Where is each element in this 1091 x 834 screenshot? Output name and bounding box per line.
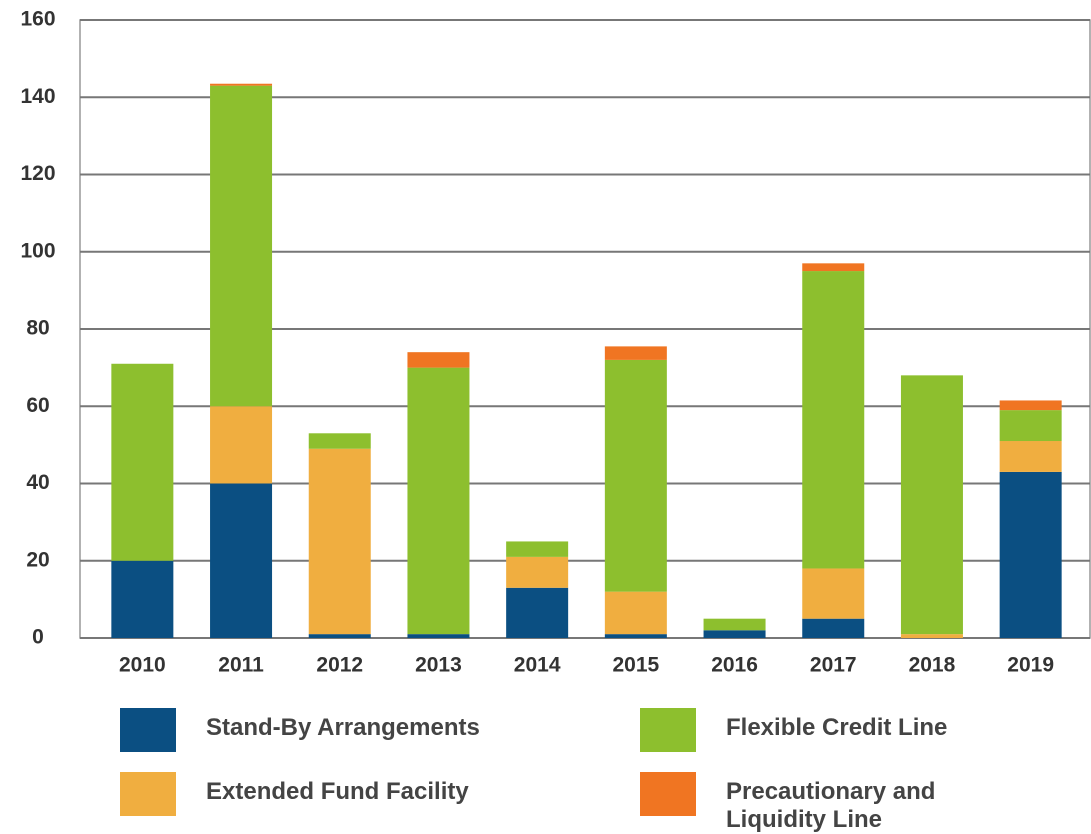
legend-item: Extended Fund Facility [120, 772, 640, 834]
legend-item: Stand-By Arrangements [120, 708, 640, 752]
bar-segment [900, 634, 963, 638]
legend-item: Flexible Credit Line [640, 708, 1080, 752]
bar-segment [407, 634, 470, 638]
bar-segment [111, 560, 174, 638]
x-tick-label: 2012 [316, 654, 363, 677]
bar-segment [308, 433, 371, 449]
x-tick-label: 2016 [711, 654, 758, 677]
x-tick-label: 2017 [810, 654, 857, 677]
bar-segment [900, 375, 963, 635]
x-tick-label: 2019 [1007, 654, 1054, 677]
bar-segment [802, 271, 865, 569]
y-tick-label: 80 [26, 317, 49, 340]
bar-segment [604, 591, 667, 635]
bar-segment [999, 400, 1062, 411]
bar-segment [308, 448, 371, 635]
y-tick-label: 0 [32, 626, 44, 649]
bar-segment [604, 359, 667, 592]
legend-label: Flexible Credit Line [726, 714, 948, 741]
x-tick-label: 2018 [909, 654, 956, 677]
bar-segment [407, 367, 470, 635]
bar-segment [407, 352, 470, 368]
y-tick-label: 140 [20, 85, 55, 108]
bar-segment [999, 410, 1062, 442]
legend-swatch [640, 772, 696, 816]
bar-segment [703, 630, 766, 638]
legend-item: Precautionary and Liquidity Line [640, 772, 1080, 834]
y-tick-label: 60 [26, 394, 49, 417]
bar-segment [802, 568, 865, 619]
legend-label: Extended Fund Facility [206, 778, 469, 805]
x-tick-label: 2010 [119, 654, 166, 677]
bar-segment [210, 483, 273, 638]
legend-swatch [640, 708, 696, 752]
legend-label: Stand-By Arrangements [206, 714, 480, 741]
legend-swatch [120, 708, 176, 752]
bar-segment [999, 441, 1062, 472]
y-tick-label: 20 [26, 548, 49, 571]
legend: Stand-By Arrangements Flexible Credit Lin… [120, 708, 1080, 834]
bar-segment [802, 263, 865, 272]
y-tick-label: 120 [20, 162, 55, 185]
legend-label: Precautionary and Liquidity Line [726, 778, 936, 833]
bar-segment [506, 556, 569, 588]
bar-segment [210, 85, 273, 407]
bar-segment [604, 346, 667, 360]
bar-segment [802, 618, 865, 638]
bar-segment [999, 471, 1062, 638]
y-tick-label: 100 [20, 239, 55, 262]
legend-swatch [120, 772, 176, 816]
y-tick-label: 40 [26, 471, 49, 494]
chart: 0 20 40 60 80 100 120 140 160 2010 2011 2012 2013 201… [20, 8, 1091, 677]
x-tick-label: 2013 [415, 654, 462, 677]
x-tick-label: 2014 [514, 654, 561, 677]
x-tick-label: 2011 [218, 654, 264, 677]
bar-segment [506, 587, 569, 638]
y-tick-label: 160 [20, 8, 55, 31]
bar-segment [210, 83, 273, 86]
bar-segment [703, 618, 766, 631]
bar-segment [308, 634, 371, 638]
bar-segment [111, 363, 174, 561]
bar-segment [604, 634, 667, 638]
bar-segment [210, 406, 273, 484]
x-tick-label: 2015 [612, 654, 659, 677]
bar-segment [506, 541, 569, 557]
